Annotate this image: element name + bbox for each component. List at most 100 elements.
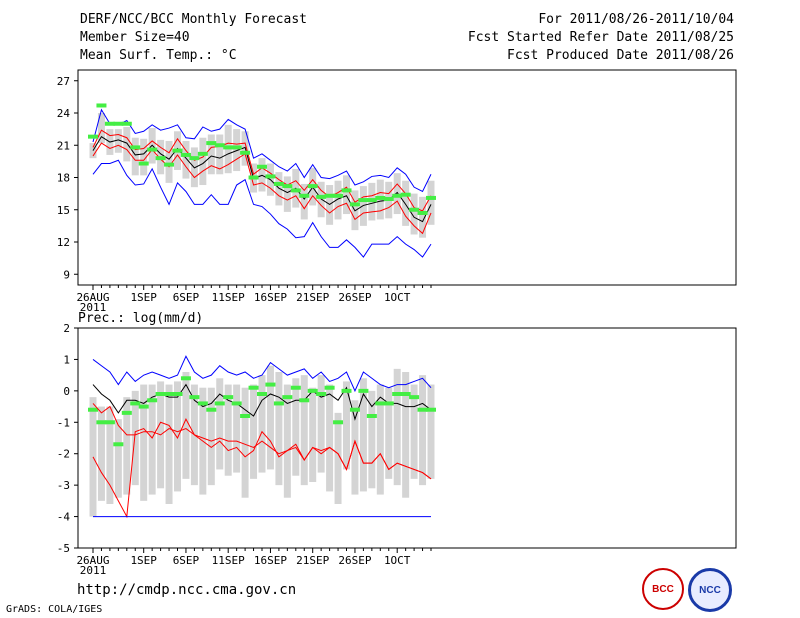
x-tick-label-1: 1SEP: [130, 554, 157, 567]
observed-marker: [206, 141, 217, 146]
ensemble-box: [410, 384, 418, 479]
observed-marker: [307, 184, 318, 189]
observed-marker: [96, 103, 107, 108]
ensemble-box: [326, 384, 334, 492]
prec-panel-title: Prec.: log(mm/d): [78, 311, 204, 326]
ensemble-box: [427, 180, 435, 225]
ensemble-box: [258, 375, 266, 473]
x-tick-label-1: 6SEP: [173, 554, 200, 567]
ensemble-box: [402, 180, 410, 226]
observed-marker: [121, 121, 132, 126]
observed-marker: [214, 401, 225, 406]
ensemble-box: [427, 384, 435, 479]
ensemble-box: [250, 384, 258, 479]
observed-marker: [358, 388, 369, 393]
observed-marker: [104, 121, 115, 126]
plot-frame-1: [77, 327, 737, 549]
source-url[interactable]: http://cmdp.ncc.cma.gov.cn: [77, 582, 297, 598]
observed-marker: [358, 198, 369, 203]
ensemble-box: [216, 134, 224, 175]
observed-marker: [197, 151, 208, 156]
observed-marker: [240, 150, 251, 155]
observed-marker: [383, 401, 394, 406]
ensemble-box: [351, 400, 359, 495]
y-tick-label-0: 21: [57, 139, 70, 152]
observed-marker: [197, 401, 208, 406]
bcc-logo-icon: BCC: [642, 568, 684, 610]
observed-marker: [400, 192, 411, 197]
observed-marker: [409, 395, 420, 400]
ncc-logo-label: NCC: [699, 584, 721, 596]
observed-marker: [383, 197, 394, 201]
observed-marker: [180, 376, 191, 381]
observed-marker: [333, 420, 344, 425]
observed-marker: [147, 398, 158, 403]
start-refer-date: Fcst Started Refer Date 2011/08/25: [467, 30, 734, 45]
x-tick-label-0: 16SEP: [254, 291, 287, 304]
x-tick-label-0: 21SEP: [296, 291, 329, 304]
observed-marker: [333, 193, 344, 198]
ensemble-box: [300, 375, 308, 486]
observed-marker: [299, 398, 310, 403]
series-line-max: [92, 159, 432, 258]
ensemble-box: [165, 384, 173, 504]
observed-marker: [366, 198, 377, 203]
observed-marker: [316, 194, 327, 199]
observed-marker: [400, 392, 411, 396]
ensemble-box: [148, 384, 156, 495]
observed-marker: [299, 193, 310, 198]
ensemble-box: [114, 129, 122, 153]
observed-marker: [206, 407, 217, 412]
ensemble-box: [123, 397, 131, 495]
x-tick-label-0: 26SEP: [338, 291, 371, 304]
observed-marker: [155, 392, 166, 396]
x-tick-label-1: 1OCT: [384, 554, 411, 567]
ensemble-box: [233, 129, 241, 172]
observed-marker: [96, 420, 107, 425]
ensemble-box: [368, 390, 376, 489]
observed-marker: [290, 188, 301, 193]
ensemble-box: [241, 387, 249, 498]
y-tick-label-1: -4: [57, 511, 71, 524]
observed-marker: [231, 145, 242, 150]
ensemble-box: [207, 134, 215, 175]
bcc-logo-label: BCC: [652, 583, 674, 595]
observed-marker: [130, 401, 141, 406]
observed-marker: [214, 143, 225, 148]
observed-marker: [231, 401, 242, 406]
ensemble-box: [410, 193, 418, 235]
grads-credit: GrADS: COLA/IGES: [6, 604, 103, 615]
ensemble-box: [140, 384, 148, 501]
observed-marker: [155, 156, 166, 161]
observed-marker: [366, 414, 377, 418]
observed-marker: [88, 407, 98, 412]
observed-marker: [265, 174, 276, 179]
observed-marker: [88, 134, 98, 139]
series-line-max: [92, 355, 432, 393]
observed-marker: [341, 188, 352, 193]
y-tick-label-1: 1: [63, 353, 70, 366]
y-tick-label-1: 2: [63, 322, 70, 335]
y-tick-label-0: 12: [57, 236, 70, 249]
observed-marker: [189, 156, 200, 161]
x-tick-label-0: 11SEP: [212, 291, 245, 304]
x-tick-label-0: 2011: [80, 301, 107, 314]
ensemble-box: [182, 140, 190, 179]
ensemble-box: [123, 126, 131, 162]
ensemble-box: [309, 387, 317, 482]
observed-marker: [341, 388, 352, 393]
ensemble-box: [419, 196, 427, 238]
ensemble-box: [114, 419, 122, 498]
y-tick-label-1: -3: [57, 479, 70, 492]
observed-marker: [257, 164, 267, 169]
ensemble-box: [199, 137, 207, 186]
observed-marker: [147, 147, 158, 152]
observed-marker: [273, 181, 284, 186]
observed-marker: [121, 410, 132, 415]
ensemble-box: [283, 176, 291, 212]
observed-marker: [189, 395, 200, 400]
ensemble-box: [207, 387, 215, 486]
ensemble-box: [385, 387, 393, 479]
x-tick-label-1: 11SEP: [212, 554, 245, 567]
ncc-logo-icon: NCC: [688, 568, 732, 612]
